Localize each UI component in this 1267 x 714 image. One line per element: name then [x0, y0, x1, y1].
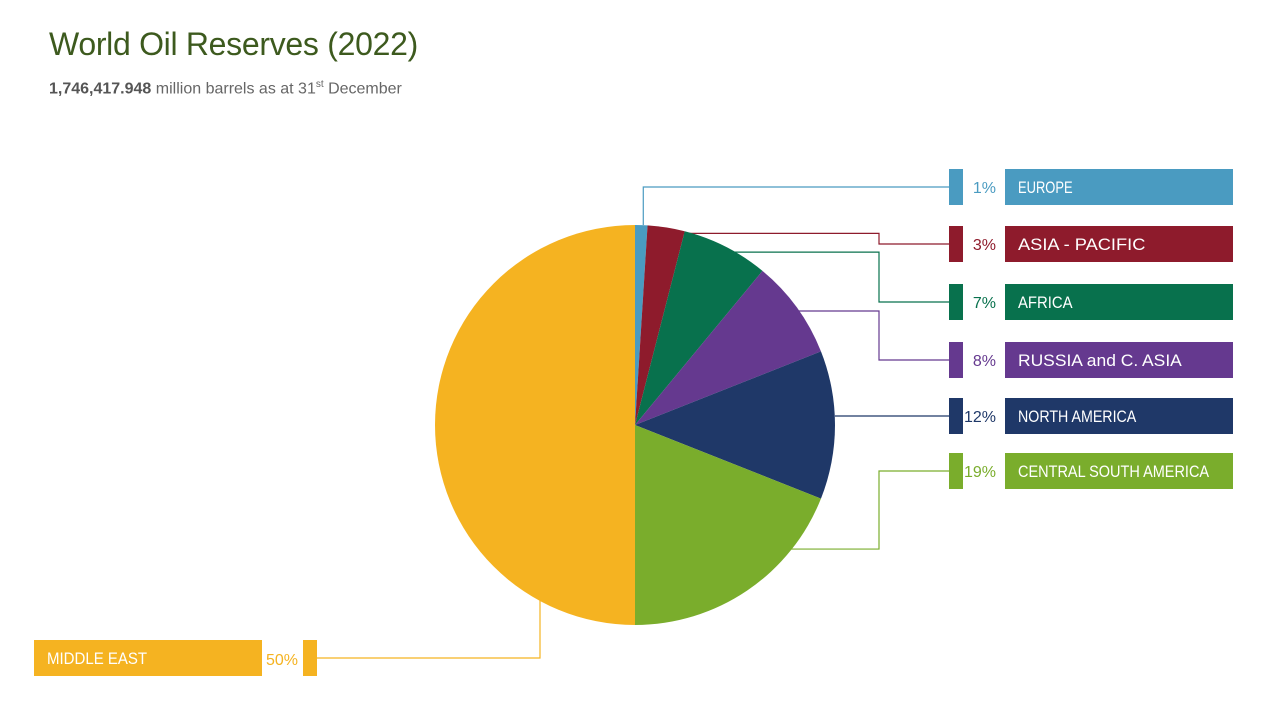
leader-line-middle-east — [317, 598, 541, 659]
legend-label-africa: AFRICA — [1018, 293, 1073, 312]
pie-slices — [435, 225, 836, 625]
subtitle-month: December — [323, 80, 402, 98]
pie-slice-europe — [635, 225, 648, 425]
legend-bar-central-south-america — [1005, 453, 1233, 489]
leader-line-africa — [723, 251, 949, 303]
leader-lines — [317, 186, 949, 659]
legend-label-europe: EUROPE — [1018, 178, 1073, 197]
leader-line-asia-pacific — [665, 232, 949, 245]
legend-bar-europe — [1005, 169, 1233, 205]
legend-bar-north-america — [1005, 398, 1233, 434]
legend-bar-africa — [1005, 284, 1233, 320]
percent-label-russia-and-c-asia: 8% — [973, 353, 996, 370]
subtitle-text: million barrels as at 31 — [151, 80, 316, 98]
pie-slice-africa — [635, 231, 763, 425]
percent-label-north-america: 12% — [964, 409, 996, 426]
legend-label-asia-pacific: ASIA - PACIFIC — [1018, 235, 1145, 254]
legend: 1% EUROPE 3% ASIA - PACIFIC 7% AFRICA 8% RUSSIA… — [34, 169, 1233, 676]
legend-bar-asia-pacific — [1005, 226, 1233, 262]
leader-line-central-south-america — [719, 470, 949, 550]
percent-label-europe: 1% — [973, 180, 996, 197]
legend-label-north-america: NORTH AMERICA — [1018, 407, 1137, 426]
percent-label-asia-pacific: 3% — [973, 237, 996, 254]
percent-label-middle-east: 50% — [266, 652, 298, 669]
percent-label-central-south-america: 19% — [964, 464, 996, 481]
pie-slice-asia-pacific — [635, 225, 685, 425]
pie-slice-central-south-america — [635, 425, 821, 625]
legend-label-russia-and-c-asia: RUSSIA and C. ASIA — [1018, 351, 1182, 370]
legend-tab-russia-and-c-asia — [949, 342, 963, 378]
subtitle-ordinal-suffix: st — [315, 79, 324, 90]
pie-slice-middle-east — [435, 225, 635, 625]
pie-slice-north-america — [635, 351, 836, 499]
legend-tab-central-south-america — [949, 453, 963, 489]
legend-bar-russia-and-c-asia — [1005, 342, 1233, 378]
chart-title: World Oil Reserves (2022) — [49, 26, 418, 62]
legend-label-middle-east: MIDDLE EAST — [47, 649, 147, 668]
legend-tab-north-america — [949, 398, 963, 434]
legend-label-central-south-america: CENTRAL SOUTH AMERICA — [1018, 462, 1210, 481]
chart-subtitle: 1,746,417.948 million barrels as at 31st… — [49, 79, 402, 98]
legend-tab-africa — [949, 284, 963, 320]
legend-bar-middle-east — [34, 640, 262, 676]
total-reserves-value: 1,746,417.948 — [49, 80, 152, 98]
leader-line-europe — [642, 186, 949, 226]
percent-label-africa: 7% — [973, 295, 996, 312]
legend-tab-asia-pacific — [949, 226, 963, 262]
legend-tab-middle-east — [303, 640, 317, 676]
pie-slice-russia-and-c-asia — [635, 270, 821, 425]
leader-line-russia-and-c-asia — [791, 310, 949, 361]
legend-tab-europe — [949, 169, 963, 205]
